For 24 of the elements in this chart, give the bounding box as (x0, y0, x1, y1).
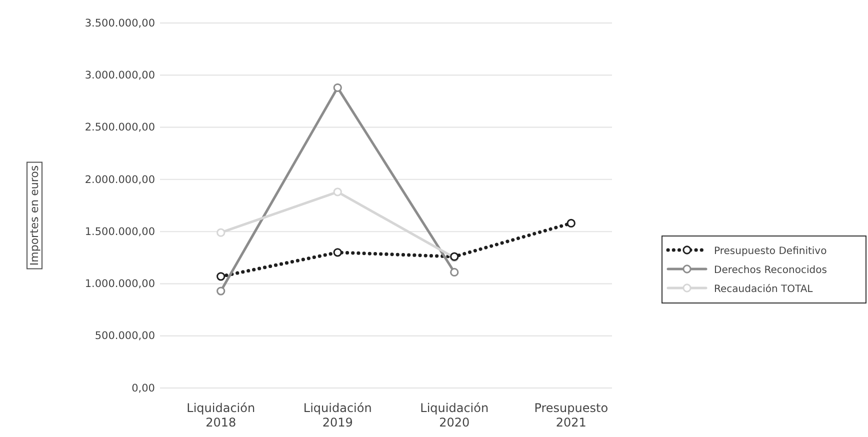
y-tick-label: 3.500.000,00 (84, 17, 155, 30)
point (216, 272, 226, 281)
x-tick-label: Liquidación 2020 (420, 401, 489, 430)
point (216, 228, 226, 237)
point (450, 268, 459, 277)
legend-label: Derechos Reconocidos (714, 265, 827, 276)
y-tick-label: 3.000.000,00 (84, 70, 155, 82)
x-tick-label: Liquidación 2018 (186, 401, 256, 430)
x-tick-label: Liquidación 2019 (303, 401, 372, 430)
point (333, 188, 342, 196)
y-tick-label: 2.500.000,00 (84, 122, 155, 134)
legend-label: Presupuesto Definitivo (714, 246, 827, 257)
y-tick-label: 500.000,00 (94, 330, 155, 342)
point (333, 83, 342, 92)
point (333, 248, 342, 257)
point (216, 286, 226, 296)
y-tick-label: 2.000.000,00 (84, 174, 155, 186)
legend-label: Recaudación TOTAL (714, 284, 814, 295)
y-tick-label: 1.500.000,00 (84, 226, 155, 238)
y-axis-title: Importes en euros (28, 165, 41, 266)
point (566, 218, 576, 228)
x-tick-label: Presupuesto 2021 (534, 401, 608, 430)
y-tick-label: 0,00 (132, 382, 155, 394)
y-tick-label: 1.000.000,00 (84, 278, 155, 290)
